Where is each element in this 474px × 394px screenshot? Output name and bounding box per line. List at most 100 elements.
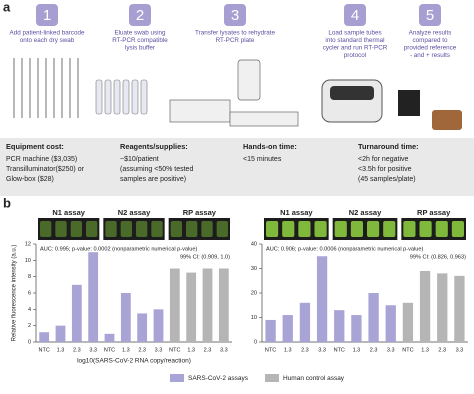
step-caption: Analyze results xyxy=(409,30,452,37)
info-line: (assuming <50% tested xyxy=(120,166,193,173)
y-tick-label: 4 xyxy=(28,307,31,313)
group-title: RP assay xyxy=(183,208,217,217)
step-caption: compared to xyxy=(412,37,447,44)
y-tick-label: 8 xyxy=(28,274,31,280)
gel-tube xyxy=(334,221,347,237)
gel-image xyxy=(168,218,230,240)
swabs xyxy=(13,58,79,118)
group-title: N2 assay xyxy=(118,208,151,217)
x-axis-label: log10(SARS-CoV-2 RNA copy/reaction) xyxy=(77,358,191,365)
annotation: AUC: 0.906; p-value: 0.0006 (nonparametr… xyxy=(266,246,423,252)
bar xyxy=(385,305,396,342)
bar xyxy=(402,302,414,342)
x-tick-label: 3.3 xyxy=(387,347,395,353)
step-caption: Load sample tubes xyxy=(328,30,381,37)
bar xyxy=(88,252,99,342)
y-tick-label: 0 xyxy=(28,339,31,345)
step-caption: cycler and run RT-PCR xyxy=(323,45,388,52)
gel-tube xyxy=(136,221,148,237)
x-tick-label: 3.3 xyxy=(89,347,97,353)
info-line: ~$10/patient xyxy=(120,156,159,163)
bar xyxy=(419,270,431,342)
bar xyxy=(218,268,229,342)
info-line: Glow-box ($28) xyxy=(6,176,54,183)
info-band xyxy=(0,138,474,196)
x-tick-label: 1.3 xyxy=(421,347,429,353)
gel-image xyxy=(401,218,466,240)
gel-tube xyxy=(419,221,432,237)
x-tick-label: NTC xyxy=(39,347,50,353)
gel-image xyxy=(264,218,329,240)
x-tick-label: 2.3 xyxy=(370,347,378,353)
step-number: 4 xyxy=(351,7,359,24)
bar xyxy=(265,319,276,342)
step-badge xyxy=(129,4,151,26)
pipette-plate xyxy=(169,59,299,127)
info-heading: Hands-on time: xyxy=(243,142,297,151)
gel-tube xyxy=(151,221,163,237)
x-tick-label: 1.3 xyxy=(284,347,292,353)
bar xyxy=(282,315,293,342)
gel-tube xyxy=(201,221,213,237)
thermal-cycler xyxy=(321,79,383,123)
y-tick-label: 40 xyxy=(251,241,257,247)
step-caption: lysis buffer xyxy=(125,45,155,52)
step-caption: RT-PCR plate xyxy=(216,37,255,44)
x-tick-label: 2.3 xyxy=(73,347,81,353)
step-caption: onto each dry swab xyxy=(20,37,75,44)
tubes xyxy=(95,79,148,115)
info-heading: Equipment cost: xyxy=(6,142,64,151)
x-tick-label: NTC xyxy=(169,347,180,353)
annotation: 99% CI: (0.909, 1.0) xyxy=(180,254,230,260)
info-line: <3.5h for positive xyxy=(358,166,412,173)
step-badge xyxy=(224,4,246,26)
gel-tube xyxy=(314,221,327,237)
info-line: samples are positive) xyxy=(120,176,186,183)
gel-image xyxy=(103,218,165,240)
gel-tube xyxy=(86,221,98,237)
gel-tube xyxy=(298,221,311,237)
bar xyxy=(120,293,131,342)
x-tick-label: 2.3 xyxy=(301,347,309,353)
x-tick-label: NTC xyxy=(334,347,345,353)
bar xyxy=(202,268,213,342)
y-tick-label: 2 xyxy=(28,323,31,329)
gel-tube xyxy=(383,221,396,237)
bar xyxy=(368,293,379,342)
gel-tube xyxy=(186,221,198,237)
y-tick-label: 0 xyxy=(254,339,257,345)
gel-tube xyxy=(70,221,82,237)
group-title: RP assay xyxy=(417,208,451,217)
step-number: 5 xyxy=(426,7,434,24)
step-number: 3 xyxy=(231,7,239,24)
panel-letter: b xyxy=(3,195,11,210)
gel-tube xyxy=(403,221,416,237)
legend-swatch xyxy=(265,374,279,382)
x-tick-label: NTC xyxy=(265,347,276,353)
y-tick-label: 10 xyxy=(251,315,257,321)
gel-tube xyxy=(105,221,117,237)
bar xyxy=(104,333,115,342)
info-line: PCR machine ($3,035) xyxy=(6,156,77,163)
info-line: Transilluminator($250) or xyxy=(6,166,85,173)
annotation: AUC: 0.995; p-value: 0.0002 (nonparametr… xyxy=(40,246,197,252)
bar xyxy=(437,273,448,342)
bar xyxy=(299,302,311,342)
gel-tube xyxy=(216,221,228,237)
bar xyxy=(186,272,197,342)
x-tick-label: 3.3 xyxy=(220,347,228,353)
bar xyxy=(71,284,82,342)
step-number: 1 xyxy=(43,7,51,24)
gel-tube xyxy=(282,221,295,237)
x-tick-label: 3.3 xyxy=(318,347,326,353)
bar xyxy=(316,256,328,342)
x-tick-label: 2.3 xyxy=(438,347,446,353)
info-line: <2h for negative xyxy=(358,156,409,163)
step-caption: protocol xyxy=(344,52,366,59)
gel-tube xyxy=(170,221,182,237)
step-badge xyxy=(419,4,441,26)
x-tick-label: NTC xyxy=(104,347,115,353)
y-tick-label: 6 xyxy=(28,290,31,296)
x-tick-label: 2.3 xyxy=(138,347,146,353)
